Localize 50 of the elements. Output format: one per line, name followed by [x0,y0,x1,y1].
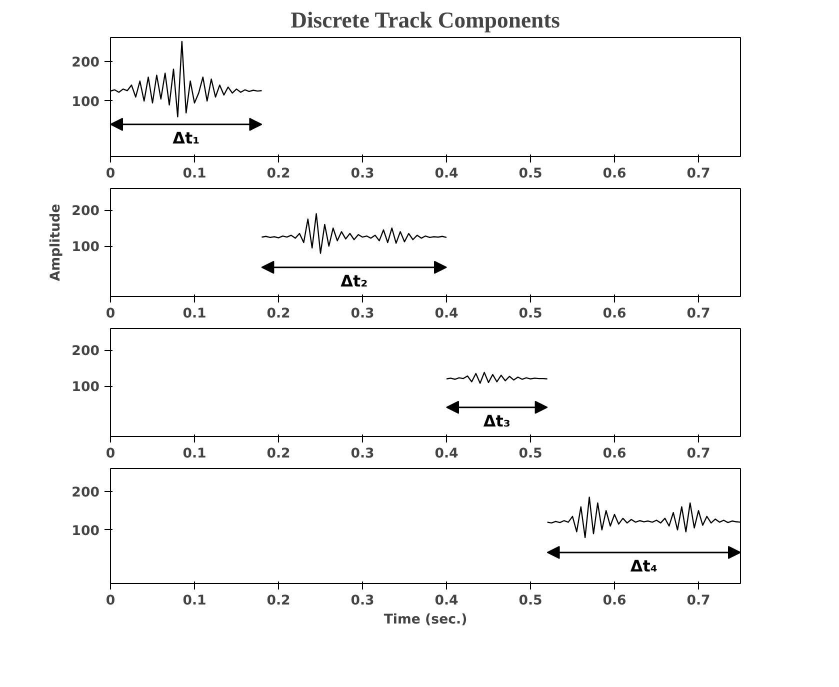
x-tick-label: 0.1 [182,446,206,462]
x-tick-label: 0.1 [182,594,206,608]
line-series [110,40,262,118]
x-tick-label: 0 [106,446,116,462]
x-tick-label: 0.2 [266,594,290,608]
chart-title: Discrete Track Components [290,8,560,32]
x-tick-label: 0.5 [518,166,542,182]
annotation: Δt₄ [630,556,658,576]
x-tick-label: 0.4 [434,446,458,462]
y-tick-label: 200 [72,204,100,220]
x-tick-label: 0.2 [266,166,290,182]
x-tick-label: 0.3 [350,306,374,322]
x-tick-label: 0.4 [434,306,458,322]
y-tick-label: 100 [72,240,100,256]
x-tick-label: 0.6 [602,306,626,322]
line-series [261,213,448,254]
line-series [446,372,548,384]
x-tick-label: 0.3 [350,594,374,608]
x-tick-label: 0.5 [518,594,542,608]
x-tick-label: 0.7 [686,446,710,462]
x-tick-label: 0.3 [350,166,374,182]
x-tick-label: 0.4 [434,594,458,608]
x-tick-label: 0 [106,594,116,608]
x-tick-label: 0.1 [182,306,206,322]
y-tick-label: 100 [72,380,100,396]
y-tick-label: 200 [72,55,100,70]
y-tick-label: 200 [72,344,100,360]
x-tick-label: 0 [106,306,116,322]
x-tick-label: 0.7 [686,166,710,182]
x-tick-label: 0 [106,166,116,182]
x-tick-label: 0.2 [266,306,290,322]
x-tick-label: 0.1 [182,166,206,182]
y-axis-title: Amplitude [48,204,64,282]
x-tick-label: 0.5 [518,306,542,322]
annotation: Δt₁ [172,128,200,148]
x-tick-label: 0.6 [602,594,626,608]
y-tick-label: 100 [72,524,100,539]
x-axis-title: Time (sec.) [384,612,468,628]
x-tick-label: 0.7 [686,306,710,322]
x-tick-label: 0.6 [602,446,626,462]
y-tick-label: 200 [72,486,100,500]
x-tick-label: 0.2 [266,446,290,462]
x-tick-label: 0.5 [518,446,542,462]
y-tick-label: 100 [72,94,100,110]
x-tick-label: 0.7 [686,594,710,608]
annotation: Δt₃ [483,411,510,430]
x-tick-label: 0.4 [434,166,458,182]
annotation: Δt₂ [340,271,368,290]
x-tick-label: 0.3 [350,446,374,462]
x-tick-label: 0.6 [602,166,626,182]
